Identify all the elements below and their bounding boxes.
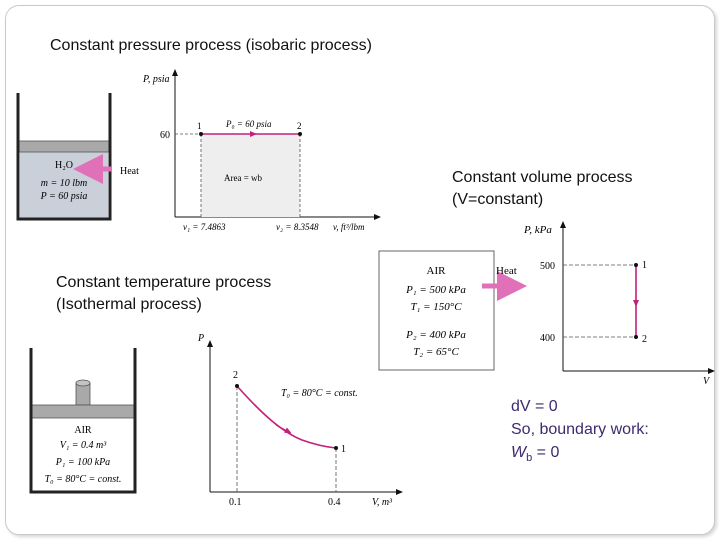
y-tick-label: 400 [540,333,555,344]
cylinder-line: T₀ = 80°C = const. [45,474,122,485]
line-label: P₀ = 60 psia [225,119,272,129]
y-tick-label: 500 [540,261,555,272]
v2-label: v₂ = 8.3548 [276,222,319,232]
x-axis-label: V [703,376,711,387]
cylinder-line: H₂O [55,160,73,171]
isobaric-chart: P, psia 60 1 2 P₀ = 60 psia Area = wb v₁… [142,69,381,232]
cylinder-line: AIR [74,425,92,436]
heat-label: Heat [120,166,139,177]
work-area [201,134,300,217]
note-work-subscript: b [526,452,533,465]
note-line1: dV = 0 [511,398,558,415]
state-label: 2 [642,334,647,345]
isochoric-heading-line1: Constant volume process [452,169,633,186]
cylinder-line: P₁ = 100 kPa [55,457,110,468]
state-label: 1 [642,260,647,271]
state-point-1 [199,132,203,136]
y-axis-label: P, kPa [523,224,552,236]
cylinder-wall [16,93,112,221]
isobaric-heading: Constant pressure process (isobaric proc… [50,37,372,54]
note-work-symbol: W [511,444,527,461]
note-work-value: = 0 [532,444,560,461]
state-point-1 [634,263,638,267]
note-line2: So, boundary work: [511,421,649,438]
state-point-2 [235,384,239,388]
isothermal-chart: P 2 1 T₀ = 80°C = const. 0.1 0.4 V, m³ [197,333,403,508]
state-label: 1 [341,444,346,455]
box-line: T₁ = 150°C [410,301,462,313]
isochoric-chart: P, kPa 500 400 1 2 V [523,221,715,387]
box-line: T₂ = 65°C [413,346,459,358]
x-tick-label: 0.4 [328,497,341,508]
process-curve [236,385,337,449]
isothermal-cylinder: AIR V₁ = 0.4 m³ P₁ = 100 kPa T₀ = 80°C =… [29,348,137,494]
slide [5,5,715,535]
piston [17,140,111,153]
heat-label: Heat [496,265,517,277]
area-label: Area = wb [224,173,263,183]
cylinder-line: P = 60 psia [40,191,88,202]
x-axis-label: v, ft³/lbm [333,222,365,232]
cylinder-wall [29,348,137,494]
state-point-2 [634,335,638,339]
x-axis-label: V, m³ [372,497,393,508]
piston-rod-top [75,379,91,387]
direction-arrow [275,424,292,434]
isobaric-cylinder: H₂O m = 10 lbm P = 60 psia [16,93,112,221]
note-line3: Wb = 0 [511,441,649,470]
curve-label: T₀ = 80°C = const. [281,388,358,399]
x-tick-label: 0.1 [229,497,242,508]
state-label: 2 [233,370,238,381]
y-tick-label: 60 [160,130,170,141]
cylinder-line: V₁ = 0.4 m³ [60,440,108,451]
piston [30,404,136,419]
v1-label: v₁ = 7.4863 [183,222,226,232]
state-label: 1 [197,121,202,131]
isothermal-heading-line2: (Isothermal process) [56,296,202,313]
y-axis-label: P, psia [142,74,170,85]
box-line: P₂ = 400 kPa [405,329,466,341]
box-title: AIR [427,265,447,277]
state-point-1 [334,446,338,450]
box-line: P₁ = 500 kPa [405,284,466,296]
air-box [378,250,495,371]
boundary-work-note: dV = 0 So, boundary work: Wb = 0 [511,395,649,470]
isothermal-heading-line1: Constant temperature process [56,274,272,291]
y-axis-label: P [197,333,204,344]
state-label: 2 [297,121,302,131]
isochoric-heading-line2: (V=constant) [452,191,544,208]
isochoric-box: AIR P₁ = 500 kPa T₁ = 150°C P₂ = 400 kPa… [378,250,495,371]
state-point-2 [298,132,302,136]
cylinder-line: m = 10 lbm [41,178,87,189]
